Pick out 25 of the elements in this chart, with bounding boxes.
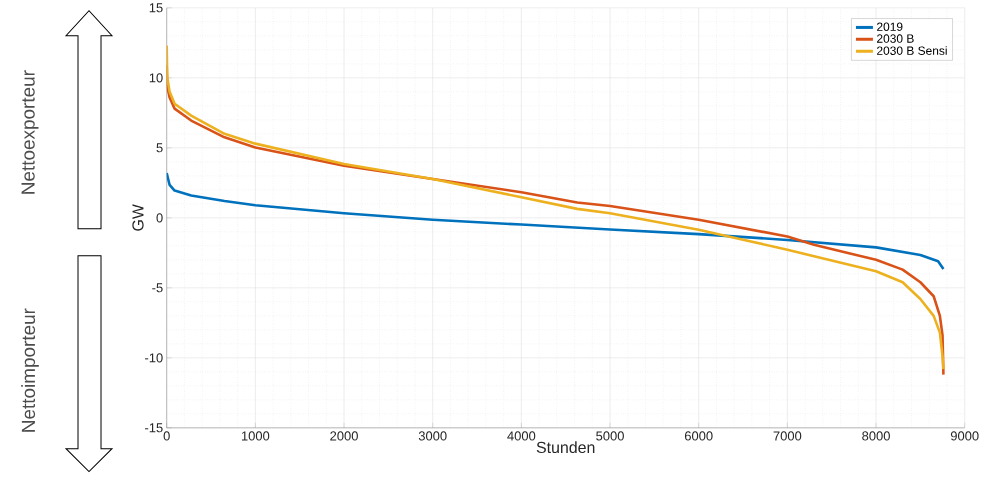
y-tick-label: 5 (156, 143, 163, 153)
y-tick-label: 15 (149, 3, 163, 13)
y-tick-label: -5 (152, 283, 163, 293)
legend-label: 2030 B Sensi (877, 46, 947, 56)
x-tick-label: 7000 (773, 431, 802, 441)
y-tick-label: 10 (149, 73, 163, 83)
x-tick-label: 1000 (241, 431, 270, 441)
x-tick-label: 2000 (330, 431, 358, 441)
x-tick-label: 5000 (596, 431, 624, 441)
text: Nettoexporteur (21, 70, 39, 194)
y-tick-label: -10 (145, 353, 163, 363)
x-tick-label: 0 (163, 431, 170, 441)
x-tick-label: 3000 (418, 431, 447, 441)
x-tick-label: 6000 (684, 431, 713, 441)
x-tick-label: 9000 (950, 431, 979, 441)
y-axis-title: GW (132, 204, 144, 231)
line-series (166, 171, 945, 271)
x-axis-title: Stunden (536, 441, 595, 454)
text: Nettoimporteur (21, 308, 39, 432)
x-tick-label: 8000 (862, 431, 890, 441)
y-tick-label: -15 (145, 423, 163, 433)
legend-label: 2030 B (877, 34, 914, 43)
y-tick-label: 0 (156, 213, 163, 223)
x-tick-label: 4000 (507, 431, 536, 441)
legend-label: 2019 (877, 22, 903, 32)
